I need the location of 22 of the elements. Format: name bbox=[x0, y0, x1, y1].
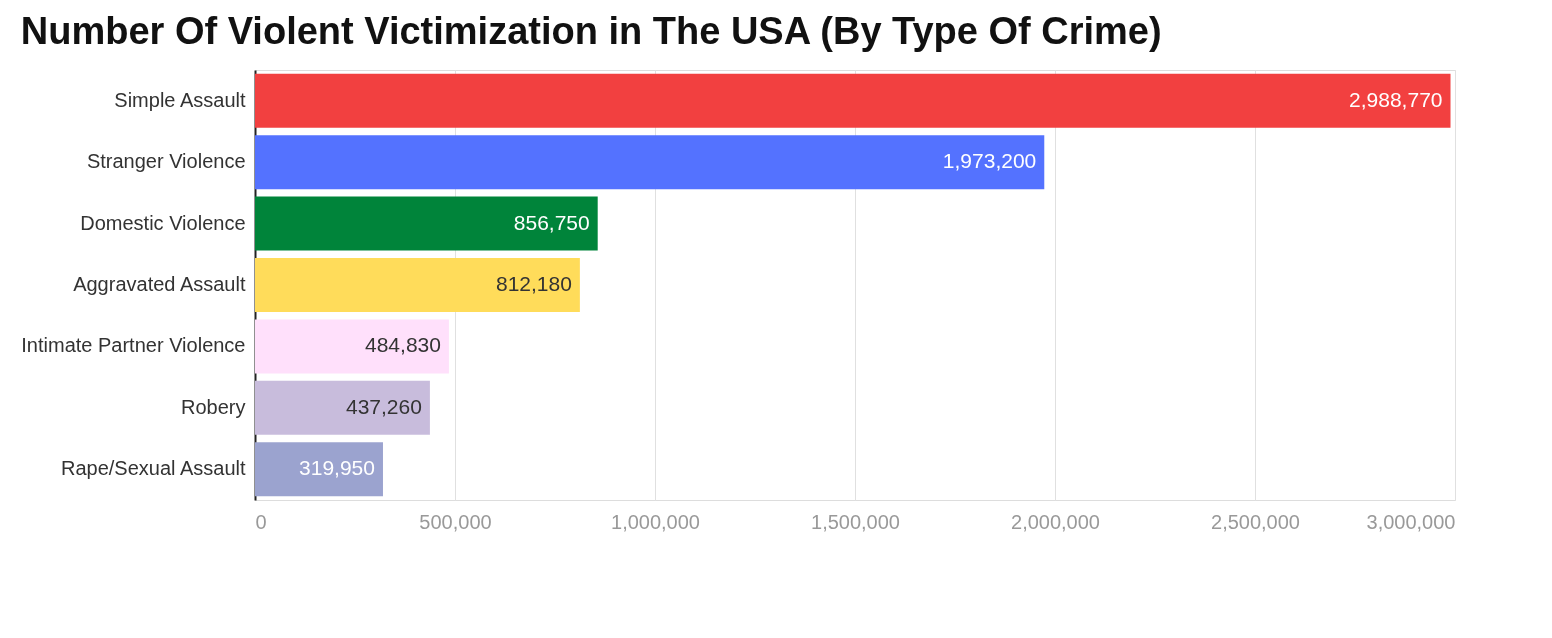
data-label: 2,988,770 bbox=[1349, 87, 1443, 111]
chart-title: Number Of Violent Victimization in The USA (By Type Of Crime) bbox=[20, 10, 1162, 52]
x-tick-label: 500,000 bbox=[419, 510, 492, 533]
x-tick-label: 2,000,000 bbox=[1011, 510, 1100, 533]
y-tick-label: Rape/Sexual Assault bbox=[60, 457, 246, 480]
y-tick-label: Stranger Violence bbox=[86, 150, 246, 173]
y-tick-label: Intimate Partner Violence bbox=[21, 334, 246, 357]
data-label: 437,260 bbox=[345, 394, 422, 418]
data-label: 812,180 bbox=[495, 272, 572, 295]
x-tick-label: 0 bbox=[255, 510, 267, 533]
y-tick-label: Domestic Violence bbox=[80, 211, 246, 234]
data-label: 1,973,200 bbox=[942, 149, 1037, 173]
x-tick-label: 1,500,000 bbox=[811, 510, 900, 533]
x-tick-label: 3,000,000 bbox=[1366, 510, 1456, 533]
y-tick-label: Simple Assault bbox=[114, 88, 246, 111]
y-tick-label: Robery bbox=[181, 395, 246, 418]
data-label: 319,950 bbox=[299, 456, 375, 480]
data-label: 856,750 bbox=[513, 210, 590, 234]
x-tick-label: 1,000,000 bbox=[611, 510, 700, 533]
y-tick-label: Aggravated Assault bbox=[73, 273, 246, 295]
x-tick-label: 2,500,000 bbox=[1211, 510, 1300, 533]
data-label: 484,830 bbox=[365, 333, 441, 357]
